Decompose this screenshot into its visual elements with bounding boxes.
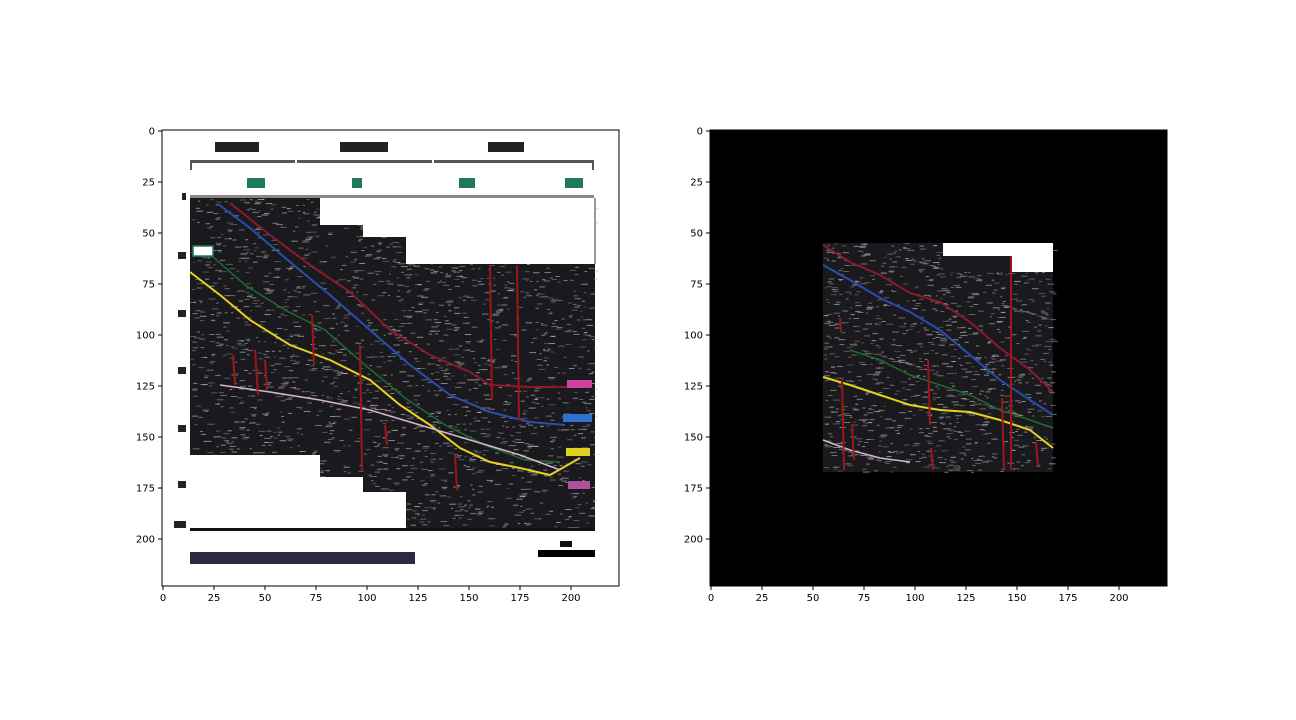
y-tick-label: 25 xyxy=(690,178,703,189)
y-tick-label: 175 xyxy=(136,484,155,495)
y-tick-label: 125 xyxy=(136,382,155,393)
y-tick-label: 0 xyxy=(697,127,703,138)
y-tick-label: 150 xyxy=(684,433,703,444)
x-tick-label: 0 xyxy=(708,593,714,604)
right-image-panel: 0 25 50 75 100 125 150 175 200 0 25 50 75 100 125 150 1… xyxy=(684,127,1168,604)
right-seismic-crop xyxy=(822,243,1058,473)
x-tick-label: 25 xyxy=(756,593,769,604)
x-tick-label: 175 xyxy=(1058,593,1077,604)
left-depth-markers xyxy=(174,193,186,528)
y-tick-label: 200 xyxy=(684,535,703,546)
y-tick-label: 125 xyxy=(684,382,703,393)
x-tick-label: 125 xyxy=(956,593,975,604)
x-tick-label: 200 xyxy=(1109,593,1128,604)
left-image-panel: 0 25 50 75 100 125 150 175 200 0 25 50 75 100 125 150 1… xyxy=(136,127,620,604)
left-y-axis: 0 25 50 75 100 125 150 175 200 xyxy=(136,127,162,546)
left-seismic-section xyxy=(189,198,600,531)
y-tick-label: 100 xyxy=(684,331,703,342)
right-axes-frame xyxy=(709,129,1168,587)
left-axes-frame xyxy=(161,129,620,587)
x-tick-label: 25 xyxy=(208,593,221,604)
x-tick-label: 0 xyxy=(160,593,166,604)
left-x-axis: 0 25 50 75 100 125 150 175 200 xyxy=(160,586,581,604)
y-tick-label: 175 xyxy=(684,484,703,495)
left-caption-block xyxy=(190,552,415,564)
y-tick-label: 200 xyxy=(136,535,155,546)
x-tick-label: 75 xyxy=(858,593,871,604)
y-tick-label: 50 xyxy=(690,229,703,240)
x-tick-label: 100 xyxy=(357,593,376,604)
x-tick-label: 75 xyxy=(310,593,323,604)
y-tick-label: 25 xyxy=(142,178,155,189)
left-scale-bar xyxy=(538,550,595,557)
x-tick-label: 50 xyxy=(807,593,820,604)
left-section-header xyxy=(190,142,594,198)
x-tick-label: 100 xyxy=(905,593,924,604)
x-tick-label: 200 xyxy=(561,593,580,604)
y-tick-label: 100 xyxy=(136,331,155,342)
x-tick-label: 50 xyxy=(259,593,272,604)
y-tick-label: 50 xyxy=(142,229,155,240)
x-tick-label: 150 xyxy=(459,593,478,604)
right-y-axis: 0 25 50 75 100 125 150 175 200 xyxy=(684,127,710,546)
x-tick-label: 125 xyxy=(408,593,427,604)
y-tick-label: 150 xyxy=(136,433,155,444)
y-tick-label: 75 xyxy=(690,280,703,291)
y-tick-label: 75 xyxy=(142,280,155,291)
right-x-axis: 0 25 50 75 100 125 150 175 200 xyxy=(708,586,1129,604)
y-tick-label: 0 xyxy=(149,127,155,138)
x-tick-label: 150 xyxy=(1007,593,1026,604)
x-tick-label: 175 xyxy=(510,593,529,604)
